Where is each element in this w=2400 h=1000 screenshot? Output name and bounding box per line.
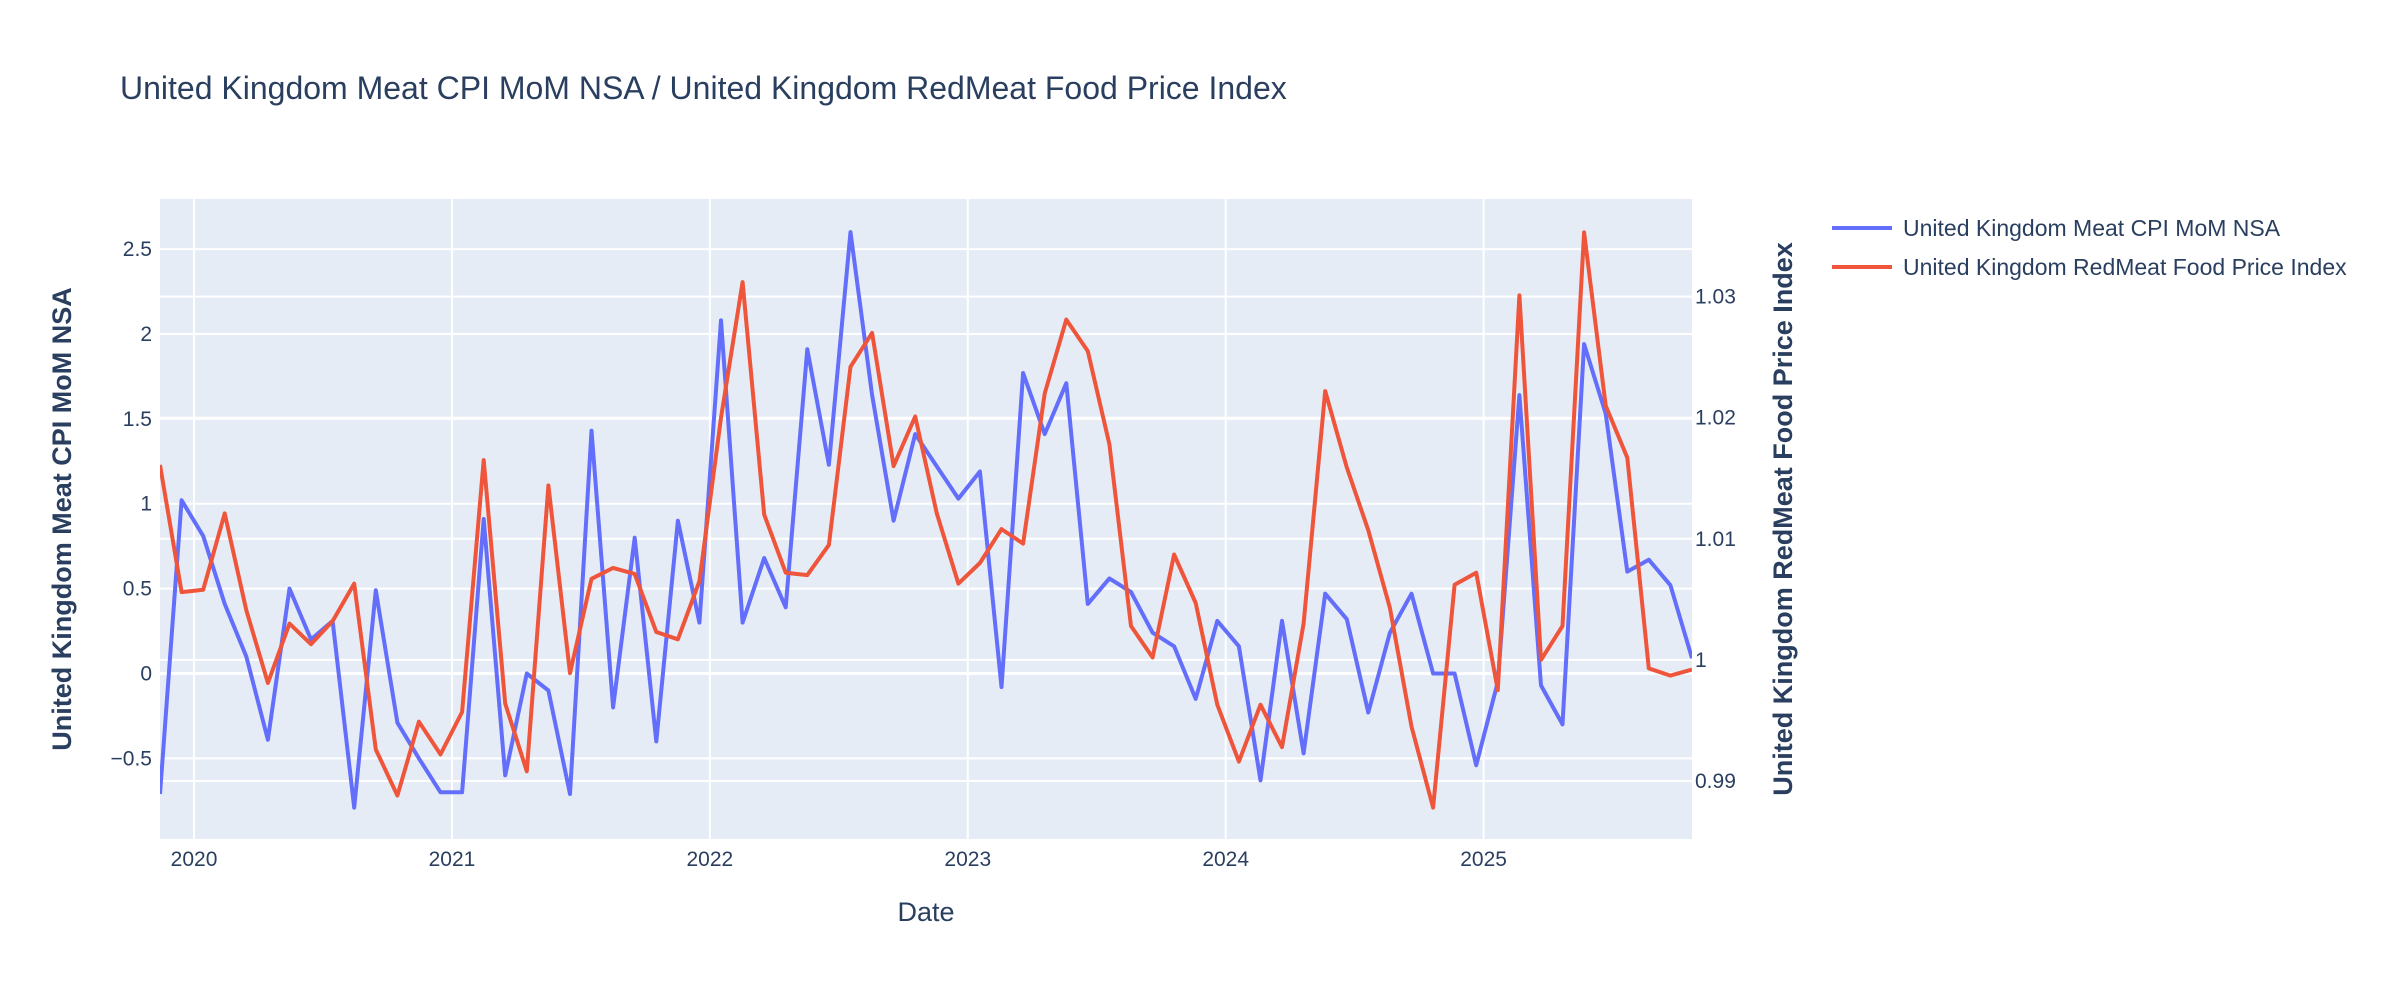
series-layer: [160, 230, 1692, 810]
series-line-redmeat-index[interactable]: [160, 230, 1692, 810]
series-redmeat-index: [160, 230, 1692, 810]
x-tick-label: 2020: [171, 848, 218, 871]
x-tick-label: 2022: [687, 848, 734, 871]
y-tick-labels: −0.5 0 0.5 1 1.5 2 2.5: [111, 238, 152, 770]
x-tick-label: 2023: [944, 848, 991, 871]
x-axis-title: Date: [897, 897, 954, 927]
y2-axis-title: United Kingdom RedMeat Food Price Index: [1768, 242, 1798, 796]
y-tick-label: 2: [140, 323, 152, 346]
x-tick-label: 2021: [429, 848, 476, 871]
chart-title: United Kingdom Meat CPI MoM NSA / United…: [120, 70, 1287, 106]
legend-label-redmeat-index: United Kingdom RedMeat Food Price Index: [1903, 254, 2347, 280]
legend-item-meat-cpi[interactable]: United Kingdom Meat CPI MoM NSA: [1832, 215, 2281, 241]
series-line-meat-cpi[interactable]: [160, 230, 1692, 810]
y-tick-label: 1.5: [123, 408, 152, 431]
plot-area[interactable]: [160, 199, 1692, 839]
legend: United Kingdom Meat CPI MoM NSA United K…: [1832, 215, 2347, 280]
series-meat-cpi: [160, 230, 1692, 810]
y-gridlines: [160, 248, 1692, 760]
x-tick-labels: 2020 2021 2022 2023 2024 2025: [171, 848, 1507, 871]
y-tick-label: 2.5: [123, 238, 152, 261]
y-axis-title: United Kingdom Meat CPI MoM NSA: [47, 287, 77, 750]
y2-tick-label: 1.03: [1695, 286, 1736, 309]
y2-tick-label: 1.02: [1695, 407, 1736, 430]
y-tick-label: 0.5: [123, 578, 152, 601]
y2-tick-label: 1.01: [1695, 528, 1736, 551]
legend-label-meat-cpi: United Kingdom Meat CPI MoM NSA: [1903, 215, 2281, 241]
y-tick-label: 0: [140, 662, 152, 685]
y2-tick-labels: 0.99 1 1.01 1.02 1.03: [1695, 286, 1736, 793]
y-tick-label: 1: [140, 493, 152, 516]
legend-item-redmeat-index[interactable]: United Kingdom RedMeat Food Price Index: [1832, 254, 2347, 280]
x-gridlines: [193, 199, 1485, 839]
y-tick-label: −0.5: [111, 747, 152, 770]
y2-tick-label: 0.99: [1695, 770, 1736, 793]
x-tick-label: 2025: [1460, 848, 1507, 871]
x-tick-label: 2024: [1202, 848, 1249, 871]
y2-tick-label: 1: [1695, 649, 1707, 672]
